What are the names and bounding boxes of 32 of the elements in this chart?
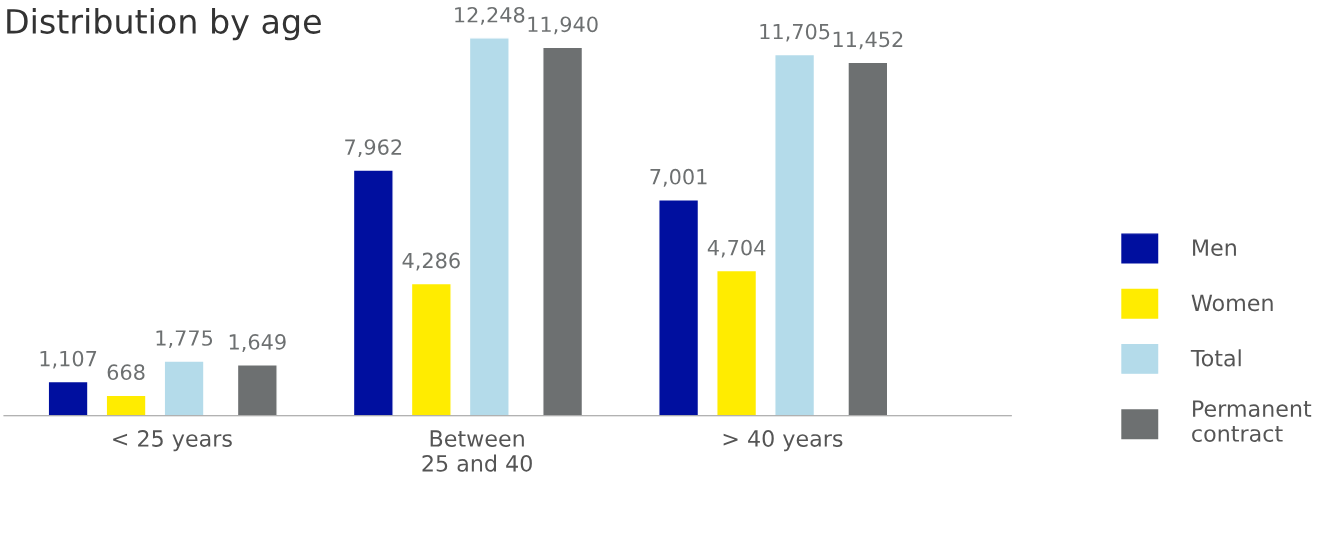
data-label: 12,248 [455,6,525,25]
legend-label: Permanent contract [1192,400,1312,442]
data-label: 668 [107,364,145,381]
data-label: 4,704 [707,239,766,258]
bar [542,46,584,416]
bar [658,199,700,416]
legend-label: Men [1193,239,1236,257]
data-label: 7,962 [345,139,402,158]
data-label: 11,452 [833,31,903,50]
bar [105,394,147,416]
bar [236,364,278,416]
data-label: 7,001 [650,168,707,187]
data-label: 1,775 [156,330,213,348]
legend-label: Total [1190,349,1241,367]
data-label: 1,107 [40,350,97,369]
bar [847,61,889,416]
bar [47,380,89,416]
data-label: 11,705 [760,23,830,42]
bar [163,360,205,416]
bar [774,53,816,416]
chart-title: Distribution by age [7,8,321,41]
bar [352,169,394,416]
data-label: 4,286 [402,252,460,271]
bar [716,269,758,416]
data-label: 1,649 [229,334,286,352]
x-tick-label: < 25 years [113,430,232,452]
legend-label: Women [1191,294,1273,312]
x-tick-label: Between 25 and 40 [422,430,532,472]
data-label: 11,940 [528,16,598,35]
bar [468,37,510,416]
x-tick-label: > 40 years [723,430,843,452]
bar [410,282,452,416]
